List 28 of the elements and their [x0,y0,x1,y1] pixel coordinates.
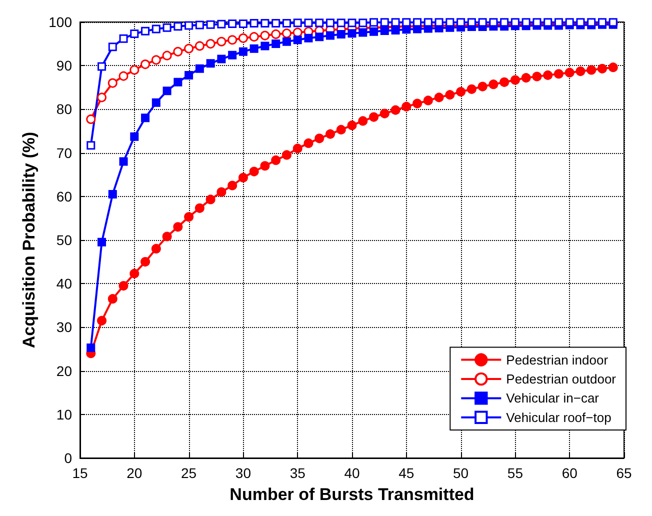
y-tick-label: 70 [56,144,72,161]
y-tick-label: 60 [56,188,72,204]
x-tick-label: 35 [290,465,306,481]
x-tick-label: 30 [235,465,252,481]
y-axis-title: Acquisition Probability (%) [20,132,39,348]
x-tick-label: 40 [344,465,360,481]
legend-label: Pedestrian indoor [506,352,609,368]
legend-label: Pedestrian outdoor [506,372,617,386]
x-axis-title: Number of Bursts Transmitted [230,485,474,504]
x-tick-label: 45 [398,465,414,481]
x-tick-label: 20 [126,465,142,481]
y-tick-label: 90 [56,58,72,74]
x-tick-label: 65 [616,465,632,481]
y-tick-label: 80 [56,101,72,118]
legend-label: Vehicular roof−top [506,410,612,425]
x-tick-label: 55 [507,465,524,481]
y-tick-label: 20 [56,362,72,379]
x-tick-label: 25 [181,465,197,481]
x-tick-label: 60 [562,465,578,481]
legend-label: Vehicular in−car [506,390,600,406]
x-tick-label: 50 [453,465,469,481]
y-tick-label: 0 [64,450,72,466]
y-tick-label: 10 [56,406,72,422]
y-tick-label: 30 [56,319,72,336]
y-tick-label: 50 [56,232,72,248]
x-tick-label: 15 [72,465,88,481]
y-tick-label: 40 [56,276,72,292]
y-tick-label: 100 [48,14,72,30]
